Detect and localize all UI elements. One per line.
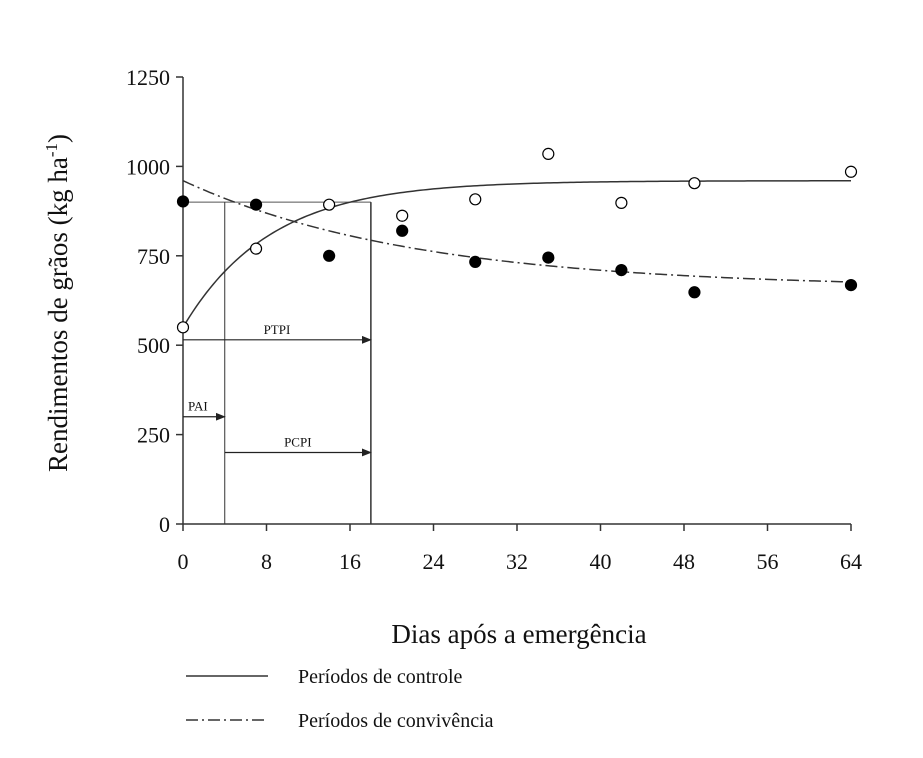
x-tick-label: 40 — [590, 549, 612, 574]
point-convivencia — [176, 195, 190, 208]
annotation-label-pai: PAI — [188, 399, 208, 414]
y-axis-title-main: Rendimentos de grãos (kg ha — [43, 157, 73, 472]
x-tick-label: 24 — [423, 549, 445, 574]
x-tick-label: 64 — [840, 549, 862, 574]
legend: Períodos de controle Períodos de convivê… — [186, 666, 494, 732]
point-controle — [542, 147, 555, 160]
legend-label-convivencia: Períodos de convivência — [298, 710, 494, 732]
annotation-label-ptpi: PTPI — [264, 322, 291, 337]
x-tick-label: 56 — [757, 549, 779, 574]
point-controle — [615, 196, 628, 209]
point-convivencia — [542, 251, 555, 264]
point-controle — [176, 321, 190, 334]
x-tick-label: 32 — [506, 549, 528, 574]
fitted-curves — [182, 180, 852, 328]
series-line-convivencia — [182, 180, 852, 283]
y-tick-label: 0 — [159, 512, 170, 537]
annotation-label-pcpi: PCPI — [284, 434, 311, 449]
x-tick-label: 0 — [178, 549, 189, 574]
x-tick-label: 16 — [339, 549, 361, 574]
y-axis-title-close: ) — [43, 134, 73, 143]
point-convivencia — [249, 198, 263, 211]
series-line-controle — [182, 180, 851, 328]
point-controle — [688, 177, 701, 190]
point-controle — [249, 242, 263, 255]
data-points — [176, 147, 858, 334]
y-axis-title: Rendimentos de grãos (kg ha-1) — [42, 134, 73, 472]
point-controle — [469, 193, 482, 206]
y-tick-label: 250 — [137, 423, 170, 448]
y-tick-label: 750 — [137, 244, 170, 269]
reference-lines — [183, 201, 372, 524]
point-controle — [323, 198, 336, 211]
x-tick-label: 8 — [261, 549, 272, 574]
x-tick-label: 48 — [673, 549, 695, 574]
point-convivencia — [844, 279, 858, 292]
y-tick-label: 1000 — [126, 154, 170, 179]
annotations: PTPI PAI PCPI — [183, 322, 372, 457]
legend-label-controle: Períodos de controle — [298, 666, 463, 688]
point-controle — [844, 165, 858, 178]
x-axis-title: Dias após a emergência — [391, 619, 646, 649]
point-convivencia — [615, 264, 628, 277]
axes: 0 250 500 750 1000 1250 0 8 16 24 32 40 48 56 64 — [126, 65, 862, 574]
point-controle — [396, 209, 409, 222]
y-axis-title-superscript: -1 — [42, 143, 61, 157]
y-tick-label: 500 — [137, 333, 170, 358]
point-convivencia — [396, 224, 409, 237]
point-convivencia — [323, 249, 336, 262]
point-convivencia — [688, 286, 701, 299]
y-tick-label: 1250 — [126, 65, 170, 90]
point-convivencia — [469, 255, 482, 268]
